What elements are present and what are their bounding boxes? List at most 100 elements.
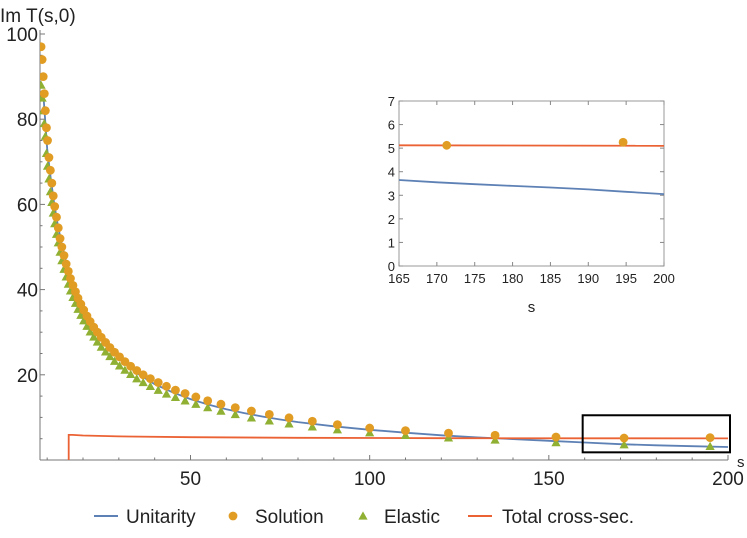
inset-x-tick-label: 170 [426,271,448,286]
inset-y-tick-label: 4 [388,165,395,180]
data-point-solution [40,42,46,52]
data-point-elastic [230,409,240,419]
y-axis-label: Im T(s,0) [0,6,76,27]
data-point-solution [619,433,629,443]
data-point-elastic [153,385,163,394]
inset-x-tick-label: 180 [502,271,524,286]
data-point-elastic [89,332,99,341]
legend-label-total-cross-sec: Total cross-sec. [502,507,634,528]
main-series [40,42,728,460]
data-point-solution [57,242,67,252]
inset-y-tick-label: 0 [388,259,395,274]
inset-x-tick-label: 175 [464,271,486,286]
data-point-elastic [138,377,148,387]
inset-x-tick-label: 195 [615,271,637,286]
data-point-elastic [203,403,213,412]
data-point-solution [138,370,148,380]
data-point-solution [40,55,47,64]
data-point-solution [171,385,180,395]
data-point-elastic [705,441,715,451]
data-point-solution [42,123,51,133]
data-point-elastic [216,406,226,415]
data-point-solution [191,392,201,402]
data-point-elastic [170,392,181,402]
legend-item-total-cross-sec: Total cross-sec. [468,507,634,528]
x-tick-label: 100 [354,469,386,490]
data-point-solution [45,165,55,175]
data-point-elastic [191,399,201,408]
data-point-solution [47,178,57,188]
legend-label-elastic: Elastic [384,507,440,528]
data-point-elastic [284,419,294,428]
y-tick-label: 60 [17,195,38,216]
data-point-elastic [96,342,106,351]
inset-x-axis-label: s [528,299,536,316]
data-point-elastic [619,440,629,449]
data-point-solution [145,374,155,384]
data-point-elastic [307,422,317,431]
data-point-solution [48,191,58,201]
zoom-box [581,414,732,454]
data-point-solution [333,420,342,430]
data-point-solution [61,259,71,269]
data-point-elastic [40,80,46,89]
data-point-solution [66,274,75,283]
data-point-solution [40,89,49,99]
data-point-elastic [264,416,274,425]
inset-series-solution [442,137,628,150]
data-point-solution [126,361,136,371]
data-point-solution [53,223,63,233]
y-tick-label: 20 [17,366,38,387]
data-point-solution [307,416,317,426]
data-point-solution [43,136,52,145]
data-point-elastic [120,365,130,374]
data-point-elastic [114,361,125,370]
data-point-solution [40,106,50,116]
data-point-elastic [92,337,102,346]
inset-y-tick-label: 3 [388,188,395,203]
legend-swatch-solution [228,511,238,521]
data-point-solution [40,72,48,81]
legend: Unitarity Solution Elastic Total cross-sec. [94,507,634,528]
inset-y-tick-label: 6 [388,118,395,133]
data-point-elastic [332,425,343,434]
data-point-elastic [161,389,172,398]
data-point-elastic [126,369,136,379]
data-point-elastic [180,396,190,405]
data-point-solution [216,399,226,409]
data-point-elastic [132,374,142,383]
inset-data-point-solution [618,137,628,147]
data-point-elastic [82,321,92,330]
data-point-solution [444,428,453,438]
data-point-solution [490,430,500,440]
data-point-solution [44,153,54,162]
inset-y-tick-label: 2 [388,212,395,227]
data-point-solution [705,433,715,443]
inset-x-tick-label: 190 [577,271,599,286]
data-point-solution [162,381,171,391]
inset-frame [398,100,665,267]
data-point-elastic [551,437,561,447]
legend-item-solution: Solution [228,507,324,528]
inset-x-tick-label: 200 [653,271,675,286]
data-point-solution [132,366,142,375]
y-tick-label: 40 [17,281,38,302]
series-solution [40,42,715,443]
data-point-solution [52,212,61,222]
data-point-solution [284,413,294,423]
data-point-elastic [109,356,120,365]
data-point-solution [180,389,190,398]
data-point-elastic [85,327,95,336]
data-point-elastic [100,347,111,356]
data-point-solution [63,266,73,276]
legend-label-solution: Solution [255,507,324,528]
data-point-solution [365,423,375,433]
data-point-solution [50,202,60,211]
x-axis-label: s [737,454,745,471]
legend-swatch-elastic [358,511,368,520]
inset-y-tick-label: 7 [388,94,395,109]
inset-series-line-unitarity [398,179,665,195]
legend-item-elastic: Elastic [358,507,440,528]
legend-label-unitarity: Unitarity [126,507,196,528]
